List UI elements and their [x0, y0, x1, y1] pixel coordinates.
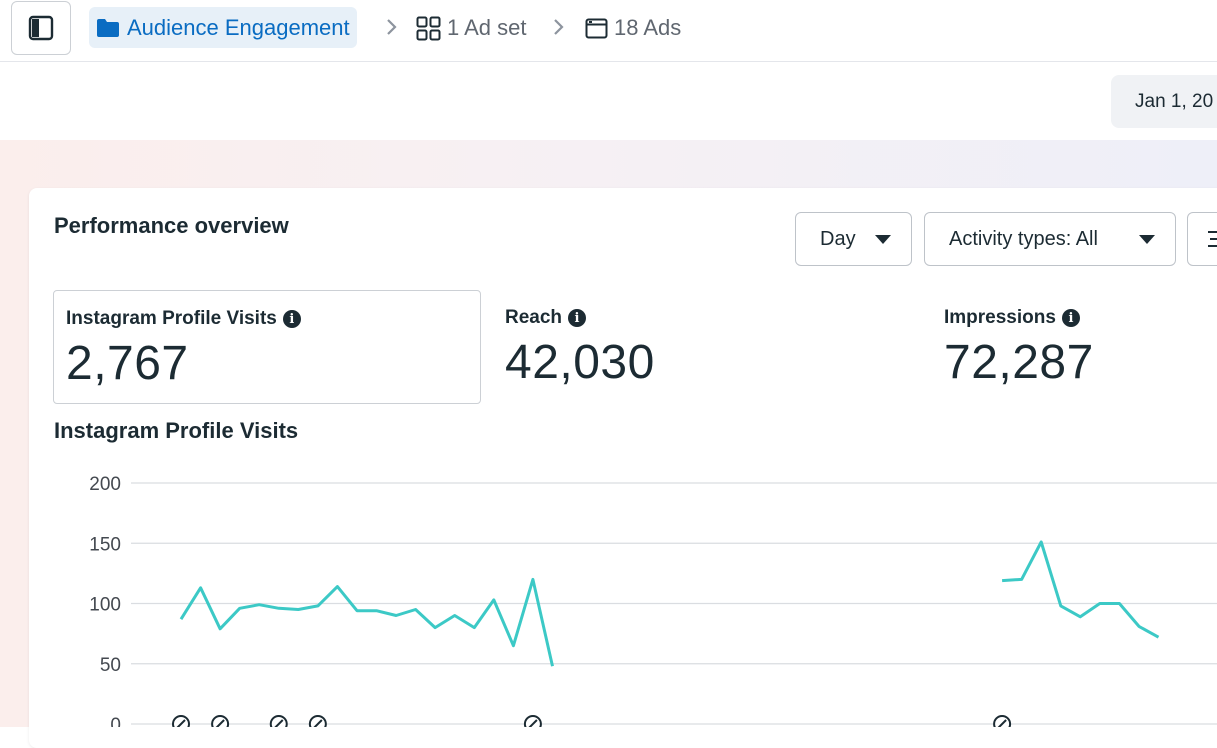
metric-value: 2,767 [66, 337, 189, 390]
y-tick-label: 0 [110, 715, 121, 727]
breadcrumb-adset[interactable]: 1 Ad set [416, 12, 527, 44]
top-bar: Audience Engagement 1 Ad set 18 Ads [0, 0, 1217, 62]
edit-annotation-icon[interactable] [993, 715, 1012, 727]
breadcrumb-ads-label: 18 Ads [614, 15, 682, 40]
breadcrumb-ads[interactable]: 18 Ads [585, 12, 681, 44]
metric-card-impressions[interactable]: Impressions i 72,287 [932, 290, 1217, 404]
metric-label-row: Impressions i [944, 307, 1080, 329]
info-icon[interactable]: i [282, 310, 301, 328]
metric-label: Impressions [944, 307, 1056, 328]
profile-visits-line-chart: 0 50 100 150 200 [89, 474, 1217, 727]
sidebar-toggle-button[interactable] [11, 1, 71, 55]
info-icon[interactable]: i [568, 309, 587, 327]
metric-label-row: Instagram Profile Visits i [66, 308, 301, 330]
series-line[interactable] [179, 577, 554, 667]
metric-label: Instagram Profile Visits [66, 308, 277, 329]
chart-title: Instagram Profile Visits [54, 418, 299, 443]
granularity-dropdown-label: Day [820, 227, 856, 250]
metric-card-profile-visits[interactable]: Instagram Profile Visits i 2,767 [53, 290, 481, 404]
metric-card-reach[interactable]: Reach i 42,030 [493, 290, 921, 404]
metric-value: 42,030 [505, 336, 655, 389]
list-filter-icon [1208, 231, 1217, 247]
activity-types-dropdown-label: Activity types: All [949, 227, 1098, 250]
sidebar-panel-icon [28, 15, 54, 41]
performance-card [29, 188, 1217, 748]
y-tick-label: 200 [89, 474, 121, 495]
metric-label: Reach [505, 307, 563, 328]
y-tick-label: 50 [100, 655, 121, 676]
breadcrumb-campaign[interactable]: Audience Engagement [89, 7, 357, 48]
breadcrumb-adset-label: 1 Ad set [447, 15, 527, 40]
edit-annotation-icon[interactable] [211, 715, 230, 727]
caret-down-icon [875, 235, 891, 244]
metric-label-row: Reach i [505, 307, 587, 329]
y-tick-label: 100 [89, 595, 121, 616]
filter-options-button[interactable] [1187, 212, 1217, 266]
series-line[interactable] [1002, 540, 1160, 639]
edit-annotation-icon[interactable] [269, 715, 288, 727]
y-tick-label: 150 [89, 534, 121, 555]
edit-annotation-icon[interactable] [308, 715, 327, 727]
info-icon[interactable]: i [1061, 309, 1080, 327]
grid-icon [416, 16, 441, 40]
activity-types-dropdown[interactable]: Activity types: All [924, 212, 1176, 266]
folder-icon [97, 18, 119, 37]
performance-title: Performance overview [54, 213, 289, 238]
chevron-right-icon [554, 19, 564, 35]
edit-annotation-icon[interactable] [172, 715, 190, 727]
metric-value: 72,287 [944, 336, 1094, 389]
caret-down-icon [1139, 235, 1155, 244]
ad-window-icon [585, 18, 608, 38]
date-range-button[interactable]: Jan 1, 20 [1111, 75, 1217, 128]
granularity-dropdown[interactable]: Day [795, 212, 912, 266]
breadcrumb-campaign-label: Audience Engagement [127, 14, 350, 40]
chevron-right-icon [387, 19, 397, 35]
edit-annotation-icon[interactable] [523, 715, 542, 727]
date-range-label: Jan 1, 20 [1135, 90, 1214, 112]
